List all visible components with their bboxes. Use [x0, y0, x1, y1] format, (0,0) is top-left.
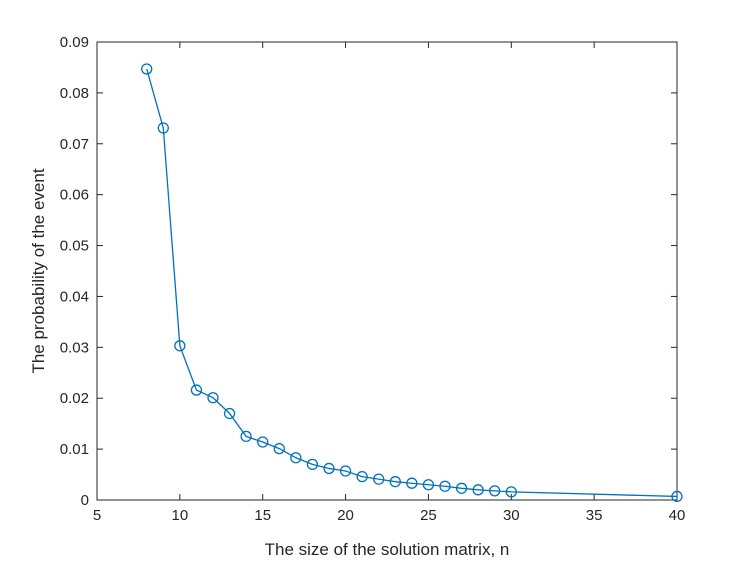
y-tick-label: 0.01 — [60, 441, 89, 458]
data-point — [257, 436, 269, 448]
x-tick-label: 40 — [669, 507, 686, 524]
y-tick-label: 0.03 — [60, 339, 89, 356]
data-point — [157, 122, 169, 134]
data-point — [373, 473, 385, 485]
y-tick-label: 0.07 — [60, 136, 89, 153]
y-tick-label: 0 — [81, 492, 89, 509]
data-point — [406, 477, 418, 489]
data-point — [290, 452, 302, 464]
data-point — [306, 458, 319, 471]
y-tick-label: 0.04 — [60, 288, 89, 305]
y-tick-label: 0.05 — [60, 238, 89, 255]
y-tick-label: 0.08 — [60, 85, 89, 102]
data-point — [671, 490, 683, 503]
data-point — [505, 486, 517, 498]
data-point — [472, 484, 484, 496]
data-point — [455, 482, 468, 494]
data-point — [389, 476, 401, 488]
y-axis-label: The probability of the event — [29, 168, 48, 373]
y-axis-tick-labels: 0 0.01 0.02 0.03 0.04 0.05 0.06 0.07 0.08 0.09 — [60, 34, 89, 509]
data-point — [273, 442, 285, 455]
data-point — [223, 407, 236, 420]
x-axis-tick-labels: 5 10 15 20 25 30 35 40 — [93, 507, 686, 524]
series-line — [146, 68, 678, 498]
data-point — [190, 384, 203, 396]
data-point — [174, 340, 186, 352]
series-markers — [141, 63, 683, 503]
x-tick-label: 30 — [503, 507, 520, 524]
x-tick-label: 10 — [172, 507, 189, 524]
data-point — [356, 470, 368, 483]
x-tick-label: 25 — [420, 507, 437, 524]
data-point — [141, 63, 153, 75]
data-point — [339, 465, 352, 477]
data-point — [422, 479, 435, 491]
data-point — [323, 462, 335, 475]
x-axis-label: The size of the solution matrix, n — [265, 540, 510, 559]
y-tick-label: 0.06 — [60, 187, 89, 204]
x-tick-label: 35 — [586, 507, 603, 524]
x-tick-label: 15 — [254, 507, 271, 524]
y-tick-label: 0.09 — [60, 34, 89, 51]
data-point — [240, 430, 252, 443]
x-tick-label: 5 — [93, 507, 101, 524]
data-point — [489, 485, 501, 497]
plot-area — [96, 41, 678, 501]
y-axis-ticks — [97, 41, 677, 501]
x-tick-label: 20 — [337, 507, 354, 524]
y-tick-label: 0.02 — [60, 390, 89, 407]
data-point — [439, 480, 451, 492]
data-point — [207, 392, 219, 404]
